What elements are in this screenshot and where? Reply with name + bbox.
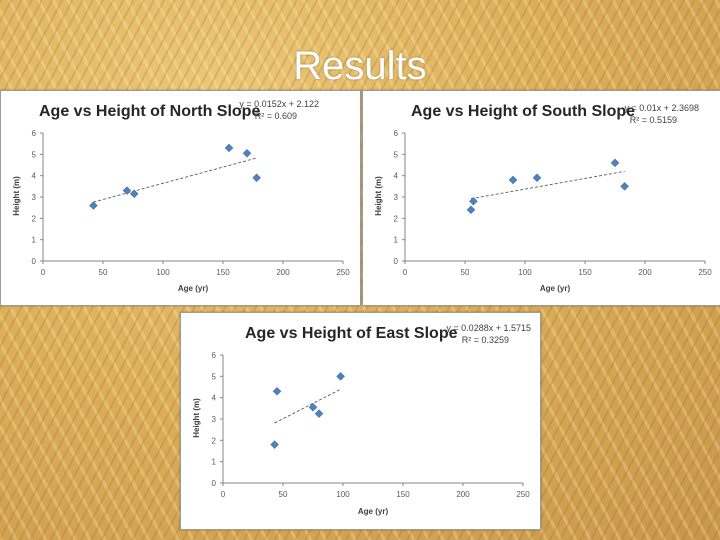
- south-y-tick-label: 6: [394, 129, 399, 138]
- east-y-tick-label: 6: [212, 351, 217, 360]
- north-y-tick-label: 1: [32, 236, 37, 245]
- north-data-point: [129, 189, 139, 199]
- north-x-axis-label: Age (yr): [178, 284, 209, 293]
- south-x-tick-label: 150: [578, 268, 592, 277]
- east-x-tick-label: 0: [221, 490, 226, 499]
- east-y-tick-label: 1: [212, 458, 217, 467]
- east-y-axis-label: Height (m): [192, 398, 201, 438]
- east-x-tick-label: 150: [396, 490, 410, 499]
- north-y-tick-label: 2: [32, 214, 37, 223]
- north-x-tick-label: 100: [156, 268, 170, 277]
- north-data-point: [224, 143, 234, 153]
- south-data-point: [466, 205, 476, 215]
- north-data-point: [89, 201, 98, 210]
- north-slope-chart-panel: 0 1 2 3 4 5 6 0 50 100 150 200 250 Age vs Height of N…: [0, 90, 361, 306]
- east-data-point: [272, 386, 282, 396]
- east-chart-title: Age vs Height of East Slope: [245, 325, 458, 342]
- east-trend-equation: y = 0.0288x + 1.5715: [446, 323, 531, 333]
- north-data-point: [242, 148, 252, 158]
- south-y-tick-label: 3: [394, 193, 399, 202]
- south-data-point: [532, 173, 542, 183]
- south-data-point: [469, 196, 478, 206]
- north-x-tick-label: 150: [216, 268, 230, 277]
- slide-title: Results: [293, 44, 427, 88]
- south-x-tick-label: 0: [403, 268, 408, 277]
- north-y-tick-label: 0: [32, 257, 37, 266]
- south-y-tick-label: 4: [394, 172, 399, 181]
- north-y-axis-label: Height (m): [12, 176, 21, 216]
- north-trendline: [93, 157, 257, 203]
- north-trend-equation: y = 0.0152x + 2.122: [239, 99, 319, 109]
- east-slope-chart-panel: 0 1 2 3 4 5 6 0 50 100 150 200 250 Age vs Height of E…: [180, 312, 541, 530]
- south-trend-equation: y = 0.01x + 2.3698: [624, 103, 699, 113]
- north-chart-title: Age vs Height of North Slope: [39, 103, 260, 120]
- north-x-tick-label: 50: [99, 268, 108, 277]
- north-x-tick-label: 0: [41, 268, 46, 277]
- east-data-point: [308, 402, 318, 412]
- south-y-tick-label: 2: [394, 214, 399, 223]
- south-trendline: [470, 170, 625, 200]
- east-x-tick-label: 250: [516, 490, 530, 499]
- east-data-point: [314, 409, 324, 419]
- north-slope-chart: 0 1 2 3 4 5 6 0 50 100 150 200 250 Age vs Height of N…: [12, 99, 350, 293]
- south-x-tick-label: 50: [461, 268, 470, 277]
- south-data-point: [508, 175, 518, 185]
- south-x-tick-label: 100: [518, 268, 532, 277]
- south-y-tick-label: 1: [394, 236, 399, 245]
- north-y-tick-label: 4: [32, 172, 37, 181]
- north-data-point: [122, 186, 132, 195]
- south-x-tick-label: 250: [698, 268, 712, 277]
- south-y-tick-label: 0: [394, 257, 399, 266]
- south-chart-title: Age vs Height of South Slope: [411, 103, 635, 120]
- north-x-tick-label: 200: [276, 268, 290, 277]
- north-x-tick-label: 250: [336, 268, 350, 277]
- east-data-point: [270, 440, 279, 449]
- north-y-tick-label: 5: [32, 150, 37, 159]
- south-slope-chart-panel: 0 1 2 3 4 5 6 0 50 100 150 200 250 Age vs Height of S…: [362, 90, 720, 306]
- east-y-tick-label: 2: [212, 436, 217, 445]
- east-data-point: [336, 371, 345, 381]
- south-slope-chart: 0 1 2 3 4 5 6 0 50 100 150 200 250 Age vs Height of S…: [374, 103, 712, 293]
- east-y-tick-label: 0: [212, 479, 217, 488]
- south-data-point: [620, 181, 629, 191]
- north-r-squared: R² = 0.609: [255, 111, 297, 121]
- south-y-axis-label: Height (m): [374, 176, 383, 216]
- north-y-tick-label: 3: [32, 193, 37, 202]
- north-data-point: [252, 173, 261, 183]
- east-r-squared: R² = 0.3259: [462, 335, 509, 345]
- east-x-tick-label: 100: [336, 490, 350, 499]
- north-y-tick-label: 6: [32, 129, 37, 138]
- east-trendline: [274, 388, 341, 424]
- south-data-point: [610, 158, 620, 168]
- east-y-tick-label: 4: [212, 394, 217, 403]
- east-x-tick-label: 50: [279, 490, 288, 499]
- east-y-tick-label: 5: [212, 372, 217, 381]
- south-r-squared: R² = 0.5159: [630, 115, 677, 125]
- east-y-tick-label: 3: [212, 415, 217, 424]
- south-x-tick-label: 200: [638, 268, 652, 277]
- east-x-axis-label: Age (yr): [358, 507, 389, 516]
- south-x-axis-label: Age (yr): [540, 284, 571, 293]
- east-slope-chart: 0 1 2 3 4 5 6 0 50 100 150 200 250 Age vs Height of E…: [192, 323, 531, 516]
- east-x-tick-label: 200: [456, 490, 470, 499]
- south-y-tick-label: 5: [394, 150, 399, 159]
